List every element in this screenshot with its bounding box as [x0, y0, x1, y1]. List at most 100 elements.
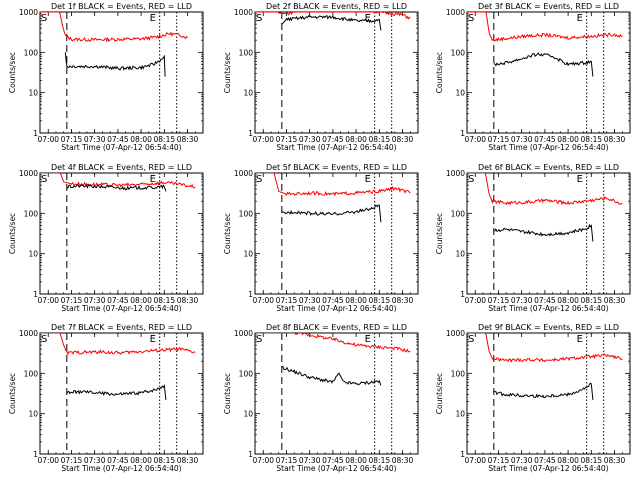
x-tick-label: 07:45	[107, 456, 129, 465]
y-tick-label: 1000	[19, 8, 38, 17]
panel-det-8: Det 8f BLACK = Events, RED = LLD 1 10 100 10…	[223, 323, 419, 473]
x-tick-label: 07:00	[37, 135, 59, 144]
x-tick-label: 07:15	[488, 296, 510, 305]
lld-series-line	[467, 173, 623, 206]
end-label: E	[150, 13, 156, 24]
x-tick-label: 07:30	[84, 135, 106, 144]
x-tick-label: 08:30	[604, 296, 626, 305]
x-axis-label: Start Time (07-Apr-12 06:54:40)	[488, 304, 608, 313]
curves	[467, 173, 623, 242]
x-axis-label: Start Time (07-Apr-12 06:54:40)	[61, 464, 181, 473]
x-tick-label: 07:30	[511, 135, 533, 144]
x-tick-label: 07:45	[534, 296, 556, 305]
y-tick-label: 1000	[234, 169, 253, 178]
lld-series-line	[255, 173, 411, 197]
y-axis-label: Counts/sec	[435, 373, 444, 414]
y-tick-label: 1	[460, 290, 465, 299]
x-tick-label: 07:45	[322, 135, 344, 144]
panel-title: Det 8f BLACK = Events, RED = LLD	[266, 323, 407, 332]
curves	[255, 12, 411, 31]
x-tick-label: 07:15	[61, 456, 83, 465]
x-tick-label: 08:00	[345, 456, 367, 465]
axis-frame	[466, 332, 631, 455]
x-tick-label: 08:15	[369, 296, 391, 305]
x-tick-label: 07:15	[61, 296, 83, 305]
y-tick-label: 1	[33, 129, 38, 138]
axis-frame	[254, 11, 419, 134]
y-tick-label: 1	[460, 450, 465, 459]
x-tick-label: 07:45	[107, 296, 129, 305]
panel-title: Det 7f BLACK = Events, RED = LLD	[51, 323, 192, 332]
events-series-line	[493, 223, 594, 242]
y-tick-label: 100	[451, 209, 466, 218]
x-tick-label: 08:30	[177, 135, 199, 144]
x-tick-label: 07:00	[252, 296, 274, 305]
end-label: E	[365, 334, 371, 345]
lld-series-line	[467, 333, 623, 363]
y-tick-label: 1000	[19, 169, 38, 178]
y-tick-label: 10	[243, 89, 253, 98]
y-axis-label: Counts/sec	[435, 52, 444, 93]
panel-det-7: Det 7f BLACK = Events, RED = LLD 1 10 100 10…	[8, 323, 204, 473]
y-tick-label: 10	[28, 89, 38, 98]
y-axis-label: Counts/sec	[223, 373, 232, 414]
x-tick-label: 08:00	[130, 296, 152, 305]
x-tick-label: 08:30	[604, 456, 626, 465]
x-tick-label: 08:30	[392, 296, 414, 305]
lld-series-line	[40, 333, 196, 356]
x-tick-label: 08:30	[392, 456, 414, 465]
x-tick-label: 08:00	[345, 296, 367, 305]
x-tick-label: 08:15	[369, 135, 391, 144]
y-tick-label: 10	[28, 250, 38, 259]
axis-frame	[39, 172, 204, 295]
x-axis-label: Start Time (07-Apr-12 06:54:40)	[61, 304, 181, 313]
y-axis-label: Counts/sec	[8, 213, 17, 254]
curves	[255, 173, 411, 223]
y-tick-label: 1000	[234, 8, 253, 17]
y-tick-label: 1	[33, 290, 38, 299]
axis-frame	[466, 172, 631, 295]
x-tick-label: 08:00	[130, 135, 152, 144]
start-label: S	[41, 174, 47, 185]
panel-det-3: Det 3f BLACK = Events, RED = LLD 1 10 100 10…	[435, 2, 631, 152]
panel-det-6: Det 6f BLACK = Events, RED = LLD 1 10 100 10…	[435, 163, 631, 313]
panel-title: Det 6f BLACK = Events, RED = LLD	[478, 163, 619, 172]
x-tick-label: 07:45	[534, 135, 556, 144]
y-tick-label: 1000	[19, 329, 38, 338]
panel-title: Det 2f BLACK = Events, RED = LLD	[266, 2, 407, 11]
panel-title: Det 3f BLACK = Events, RED = LLD	[478, 2, 619, 11]
events-series-line	[281, 204, 382, 223]
x-tick-label: 07:45	[534, 456, 556, 465]
y-tick-label: 10	[455, 250, 465, 259]
curves	[467, 333, 623, 400]
y-tick-label: 10	[243, 410, 253, 419]
x-tick-label: 08:00	[557, 135, 579, 144]
end-label: E	[577, 334, 583, 345]
events-series-line	[493, 382, 594, 400]
x-tick-label: 07:45	[322, 296, 344, 305]
end-label: E	[577, 174, 583, 185]
y-axis-label: Counts/sec	[223, 52, 232, 93]
curves	[255, 333, 411, 386]
y-tick-label: 1	[33, 450, 38, 459]
y-axis-label: Counts/sec	[435, 213, 444, 254]
x-tick-label: 07:15	[276, 456, 298, 465]
x-tick-label: 08:15	[154, 135, 176, 144]
start-label: S	[468, 174, 474, 185]
x-axis-label: Start Time (07-Apr-12 06:54:40)	[61, 143, 181, 152]
start-label: S	[41, 13, 47, 24]
panel-title: Det 5f BLACK = Events, RED = LLD	[266, 163, 407, 172]
y-tick-label: 1	[248, 290, 253, 299]
y-tick-label: 100	[24, 48, 39, 57]
x-tick-label: 07:00	[464, 135, 486, 144]
events-series-line	[64, 52, 166, 77]
end-label: E	[365, 13, 371, 24]
panel-title: Det 9f BLACK = Events, RED = LLD	[478, 323, 619, 332]
y-tick-label: 100	[239, 209, 254, 218]
x-tick-label: 07:15	[276, 296, 298, 305]
x-tick-label: 07:15	[276, 135, 298, 144]
x-tick-label: 08:00	[130, 456, 152, 465]
end-label: E	[365, 174, 371, 185]
curves	[40, 12, 188, 77]
y-tick-label: 100	[451, 48, 466, 57]
